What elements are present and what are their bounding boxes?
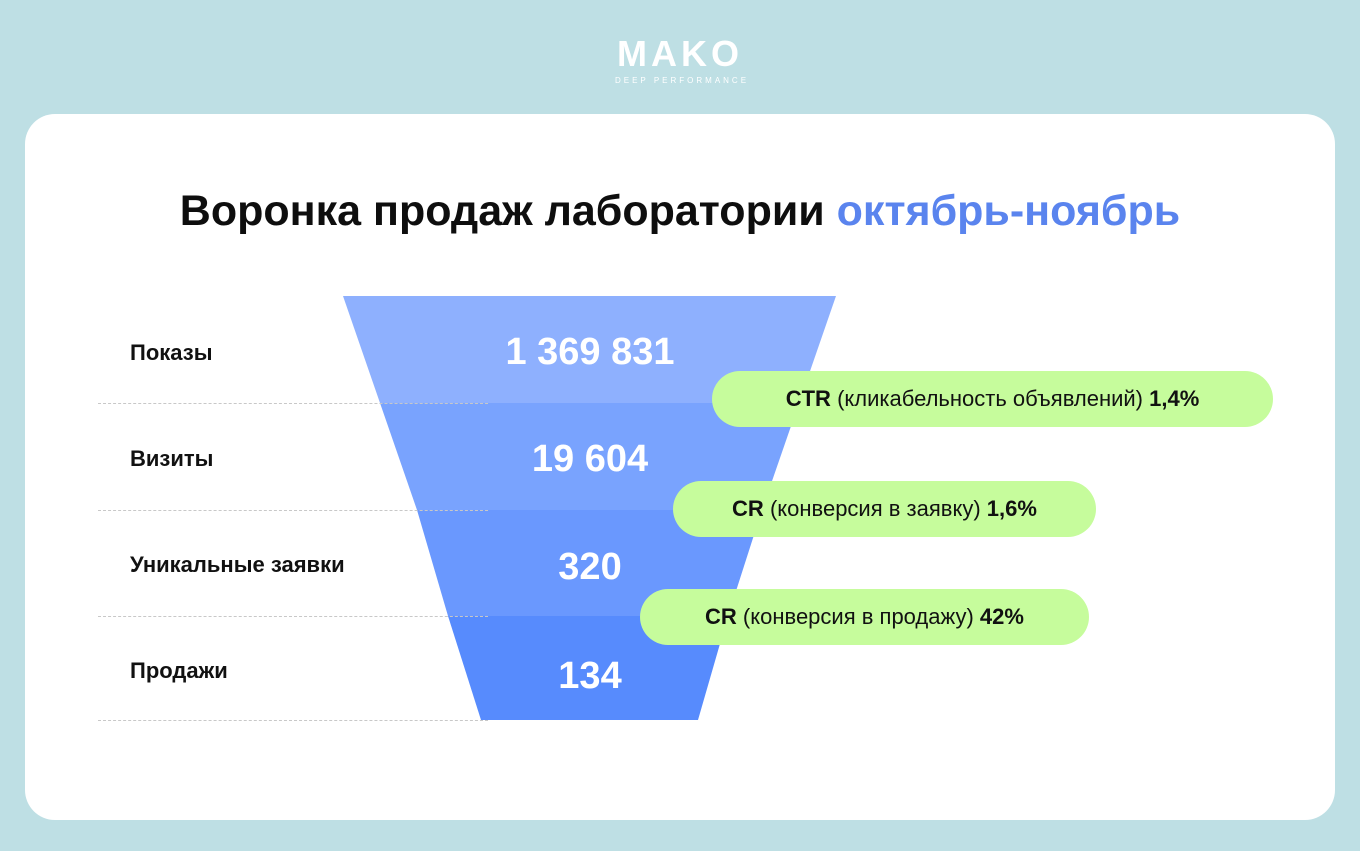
stage-label-visits: Визиты [130, 446, 214, 471]
metric-value: 1,6% [986, 496, 1037, 521]
stage-value-impressions: 1 369 831 [505, 331, 675, 373]
metric-pill-cr-sale: CR (конверсия в продажу) 42% [640, 589, 1089, 645]
row-divider [98, 720, 488, 721]
metric-desc: (конверсия в заявку) [769, 496, 981, 521]
logo-wordmark: MAKO [617, 33, 743, 74]
page-title: Воронка продаж лаборатории октябрь-ноябр… [0, 186, 1360, 236]
stage-label-impressions: Показы [130, 340, 213, 365]
row-divider [98, 616, 488, 617]
metric-value: 1,4% [1149, 386, 1200, 411]
metric-abbr: CR [705, 604, 737, 629]
metric-abbr: CR [732, 496, 764, 521]
stage-label-unique-leads: Уникальные заявки [130, 552, 345, 577]
metric-value: 42% [979, 604, 1024, 629]
funnel-stage-1 [343, 296, 836, 403]
row-divider [98, 510, 488, 511]
metric-pill-cr-lead: CR (конверсия в заявку) 1,6% [673, 481, 1096, 537]
metric-abbr: CTR [785, 386, 831, 411]
stage-value-unique-leads: 320 [558, 546, 622, 588]
logo: MAKO DEEP PERFORMANCE [580, 36, 780, 92]
metric-desc: (кликабельность объявлений) [837, 386, 1143, 411]
stage-label-sales: Продажи [130, 658, 228, 683]
title-main: Воронка продаж лаборатории [179, 187, 825, 235]
logo-tagline: DEEP PERFORMANCE [614, 76, 750, 85]
stage-value-sales: 134 [558, 655, 622, 697]
row-divider [98, 403, 488, 404]
metric-desc: (конверсия в продажу) [742, 604, 974, 629]
stage-value-visits: 19 604 [531, 438, 649, 480]
title-accent: октябрь-ноябрь [836, 187, 1181, 235]
metric-pill-ctr: CTR (кликабельность объявлений) 1,4% [712, 371, 1273, 427]
